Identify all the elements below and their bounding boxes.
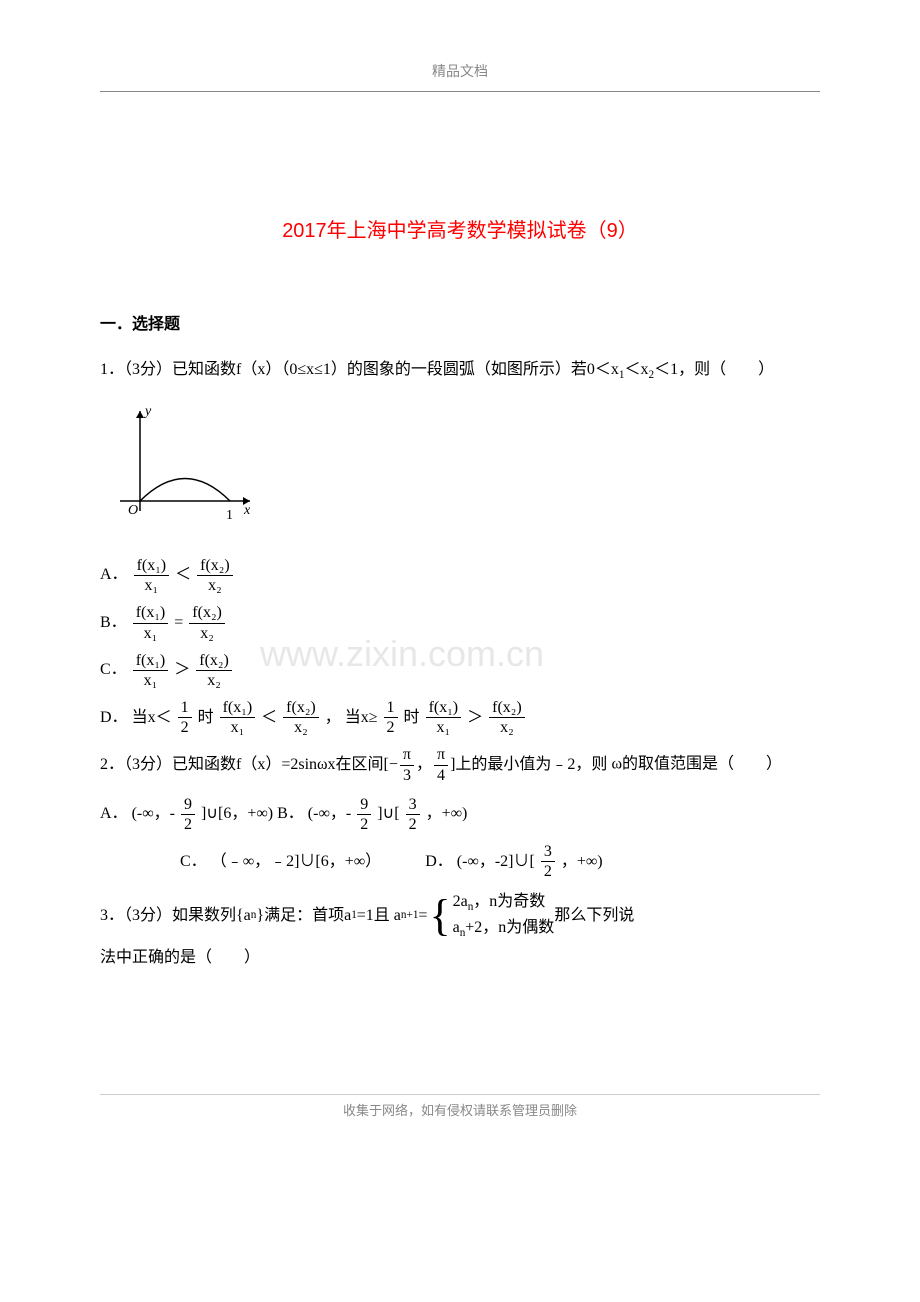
option-label: C． bbox=[180, 847, 207, 877]
q1-graph: O y x 1 bbox=[110, 401, 820, 542]
q1-text-2: ＜x bbox=[625, 361, 649, 378]
option-label: B． bbox=[100, 608, 127, 638]
q1-text-3: ＜1，则（ ） bbox=[654, 361, 774, 378]
q1-option-a: A． f(x₁)x₁ ＜ f(x₂)x₂ bbox=[100, 556, 820, 595]
option-label: D． bbox=[425, 847, 453, 877]
option-label: A． bbox=[100, 799, 128, 829]
q1-text-1: 1．（3分）已知函数f（x）（0≤x≤1）的图象的一段圆弧（如图所示）若0＜x bbox=[100, 361, 619, 378]
q1-option-b: B． f(x₁)x₁ = f(x₂)x₂ bbox=[100, 603, 820, 642]
q2-text-2b: ω的取值范围是（ ） bbox=[611, 756, 782, 773]
origin-label: O bbox=[128, 503, 138, 518]
q2-text-2a: ]上的最小值为﹣2，则 bbox=[450, 749, 607, 781]
question-1: 1．（3分）已知函数f（x）（0≤x≤1）的图象的一段圆弧（如图所示）若0＜x1… bbox=[100, 354, 820, 387]
x-tick-1: 1 bbox=[226, 508, 233, 523]
y-axis-label: y bbox=[143, 404, 152, 419]
q2-text-1: 2．（3分）已知函数f（x）=2sinωx在区间[− bbox=[100, 749, 398, 781]
page-footer: 收集于网络，如有侵权请联系管理员删除 bbox=[100, 1094, 820, 1124]
option-label: A． bbox=[100, 560, 128, 590]
q1-option-d: D． 当x＜ 12 时 f(x₁)x₁ ＜ f(x₂)x₂ ， 当x≥ 12 时… bbox=[100, 698, 820, 737]
option-label: B． bbox=[277, 799, 304, 829]
q2-options-ab: A． (-∞，- 92 ]∪[6，+∞) B． (-∞，- 92 ]∪[ 32 … bbox=[100, 795, 820, 834]
section-heading: 一．选择题 bbox=[100, 310, 820, 340]
document-title: 2017年上海中学高考数学模拟试卷（9） bbox=[100, 212, 820, 250]
q2-options-cd: C． （﹣∞，﹣2]∪[6，+∞） D． (-∞，-2]∪[ 32 ，+∞) bbox=[180, 842, 820, 881]
question-3: 3．（3分）如果数列{an }满足：首项a1 =1且 an+1 = { 2an，… bbox=[100, 890, 820, 974]
page-header: 精品文档 bbox=[100, 60, 820, 92]
question-2: 2．（3分）已知函数f（x）=2sinωx在区间[− π3 ， π4 ]上的最小… bbox=[100, 745, 820, 784]
option-label: D． bbox=[100, 703, 128, 733]
q1-option-c: C． f(x₁)x₁ ＞ f(x₂)x₂ bbox=[100, 651, 820, 690]
piecewise-brace: { 2an，n为奇数 an+2，n为偶数 bbox=[427, 890, 554, 942]
x-axis-label: x bbox=[243, 503, 251, 518]
option-label: C． bbox=[100, 655, 127, 685]
